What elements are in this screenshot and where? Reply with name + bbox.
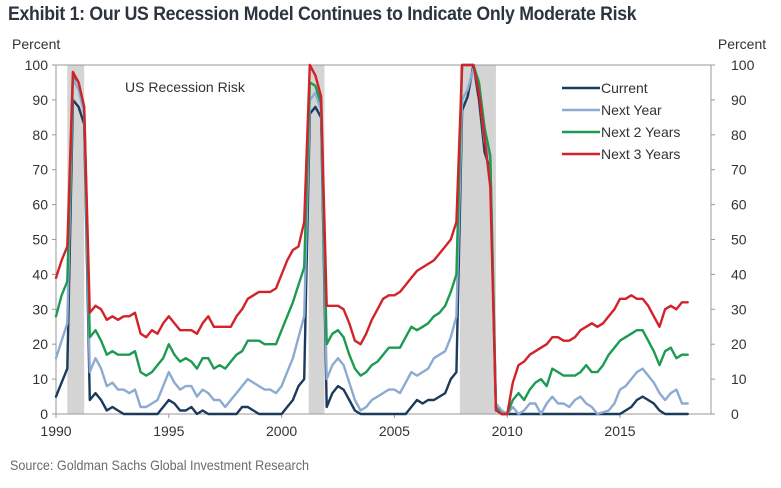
y-tick-label-left: 100 bbox=[25, 57, 49, 73]
legend-label-next-2-years: Next 2 Years bbox=[601, 124, 680, 140]
y-tick-label-left: 0 bbox=[40, 406, 48, 422]
y-tick-label-right: 70 bbox=[731, 162, 747, 178]
y-tick-label-right: 80 bbox=[731, 127, 747, 143]
chart-title: Exhibit 1: Our US Recession Model Contin… bbox=[8, 4, 637, 25]
y-tick-label-right: 30 bbox=[731, 301, 747, 317]
series-lines bbox=[54, 63, 689, 416]
y-tick-label-right: 20 bbox=[731, 336, 747, 352]
x-tick-label: 2010 bbox=[492, 423, 523, 439]
x-tick-label: 1990 bbox=[40, 423, 71, 439]
x-tick-label: 2005 bbox=[379, 423, 410, 439]
y-tick-label-right: 100 bbox=[731, 57, 755, 73]
series-line-next-2-years bbox=[54, 63, 689, 416]
right-axis-unit-label: Percent bbox=[718, 36, 766, 52]
y-tick-label-left: 90 bbox=[32, 92, 48, 108]
y-tick-label-right: 50 bbox=[731, 232, 747, 248]
y-tick-label-right: 10 bbox=[731, 371, 747, 387]
y-tick-label-right: 0 bbox=[731, 406, 739, 422]
x-tick-label: 2015 bbox=[604, 423, 635, 439]
recession-band bbox=[308, 65, 325, 414]
source-note: Source: Goldman Sachs Global Investment … bbox=[10, 457, 310, 473]
recession-band bbox=[459, 65, 496, 414]
series-line-current bbox=[54, 63, 689, 416]
y-tick-label-left: 40 bbox=[32, 266, 48, 282]
y-tick-label-left: 80 bbox=[32, 127, 48, 143]
y-tick-label-left: 70 bbox=[32, 162, 48, 178]
y-tick-label-right: 90 bbox=[731, 92, 747, 108]
y-tick-label-left: 30 bbox=[32, 301, 48, 317]
series-line-next-year bbox=[54, 67, 689, 416]
y-tick-label-left: 60 bbox=[32, 197, 48, 213]
x-tick-label: 2000 bbox=[266, 423, 297, 439]
y-tick-label-right: 40 bbox=[731, 266, 747, 282]
ticks: 0 0 10 10 20 20 30 30 40 40 50 50 60 60 70 70 80 80 90 90 10… bbox=[25, 57, 755, 439]
legend-label-current: Current bbox=[601, 80, 648, 96]
x-tick-label: 1995 bbox=[153, 423, 184, 439]
y-tick-label-left: 10 bbox=[32, 371, 48, 387]
series-line-next-3-years bbox=[54, 63, 689, 416]
legend-label-next-year: Next Year bbox=[601, 102, 662, 118]
y-tick-label-right: 60 bbox=[731, 197, 747, 213]
legend: Current Next Year Next 2 Years Next 3 Years bbox=[562, 80, 680, 162]
y-tick-label-left: 20 bbox=[32, 336, 48, 352]
legend-label-next-3-years: Next 3 Years bbox=[601, 146, 680, 162]
y-tick-label-left: 50 bbox=[32, 232, 48, 248]
left-axis-unit-label: Percent bbox=[12, 36, 60, 52]
chart-annotation: US Recession Risk bbox=[125, 79, 246, 95]
